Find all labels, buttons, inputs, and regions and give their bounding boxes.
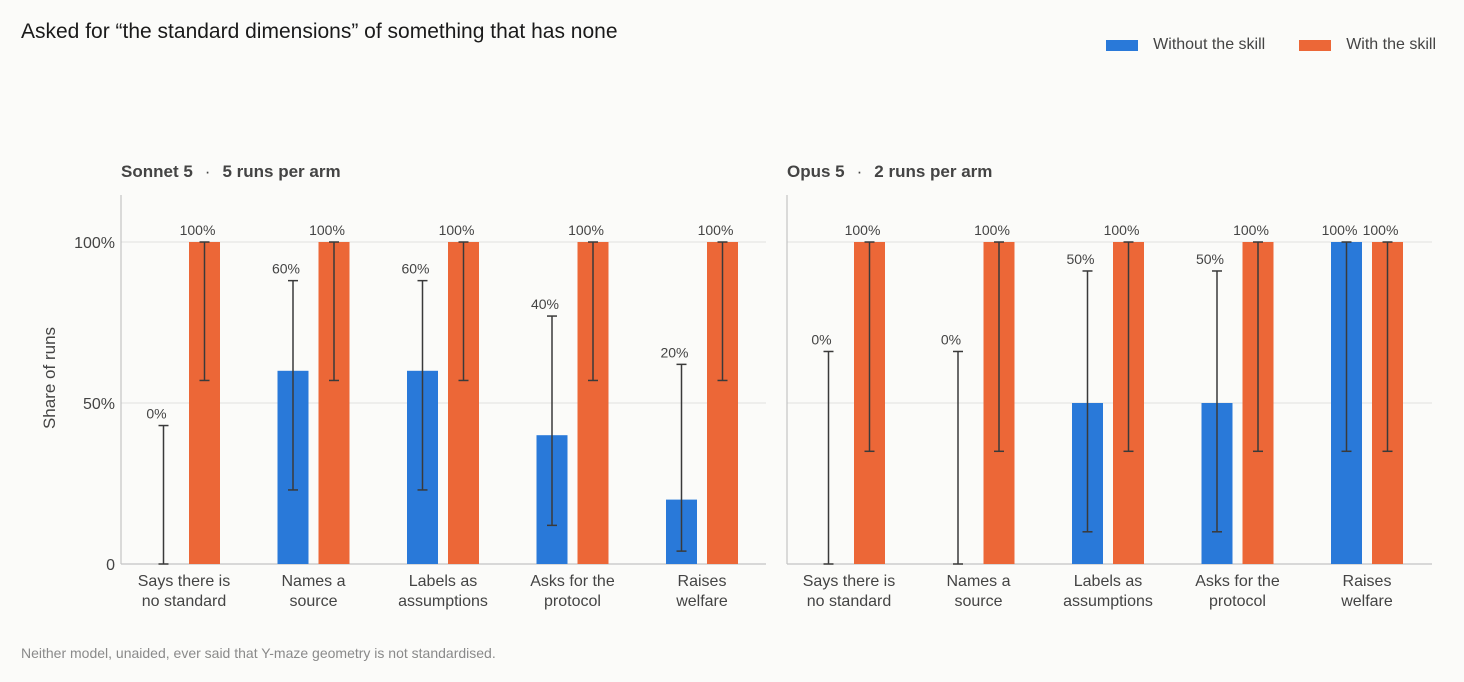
panel-runs-opus: 2 runs per arm — [874, 162, 993, 181]
x-tick-label: Names a — [946, 573, 1010, 590]
data-label: 100% — [439, 222, 475, 238]
legend-item-without: Without the skill — [1106, 36, 1265, 54]
x-tick-label: no standard — [142, 593, 227, 610]
data-label: 0% — [811, 331, 831, 347]
data-label: 0% — [941, 331, 961, 347]
x-tick-label: protocol — [1209, 593, 1266, 610]
x-tick-label: Raises — [1343, 573, 1392, 590]
legend-label-with: With the skill — [1346, 36, 1436, 53]
data-label: 40% — [531, 296, 559, 312]
data-label: 100% — [1233, 222, 1269, 238]
data-label: 50% — [1196, 251, 1224, 267]
x-tick-label: assumptions — [398, 593, 488, 610]
data-label: 100% — [1363, 222, 1399, 238]
x-tick-label: no standard — [807, 593, 892, 610]
data-label: 100% — [698, 222, 734, 238]
x-tick-label: source — [289, 593, 337, 610]
data-label: 20% — [660, 344, 688, 360]
data-label: 100% — [309, 222, 345, 238]
x-tick-label: Says there is — [803, 573, 895, 590]
x-tick-label: welfare — [1340, 593, 1393, 610]
footnote: Neither model, unaided, ever said that Y… — [21, 645, 496, 661]
data-label: 100% — [568, 222, 604, 238]
data-label: 100% — [845, 222, 881, 238]
x-tick-label: Asks for the — [530, 573, 615, 590]
chart-title: Asked for “the standard dimensions” of s… — [21, 20, 618, 43]
panel-runs-sonnet: 5 runs per arm — [222, 162, 341, 181]
data-label: 60% — [401, 261, 429, 277]
y-tick-label-50: 50% — [83, 396, 115, 413]
y-tick-label-0: 0 — [106, 557, 115, 574]
data-label: 0% — [146, 406, 166, 422]
x-tick-label: assumptions — [1063, 593, 1153, 610]
legend-label-without: Without the skill — [1153, 36, 1266, 53]
data-label: 100% — [1322, 222, 1358, 238]
legend-swatch-without — [1106, 39, 1139, 51]
x-tick-label: Asks for the — [1195, 573, 1280, 590]
data-label: 100% — [974, 222, 1010, 238]
x-tick-label: Raises — [678, 573, 727, 590]
legend-item-with: With the skill — [1299, 36, 1436, 54]
x-tick-label: Says there is — [138, 573, 230, 590]
data-label: 60% — [272, 261, 300, 277]
x-tick-label: source — [954, 593, 1002, 610]
panel-model-sonnet: Sonnet 5 — [121, 162, 193, 181]
x-tick-label: Labels as — [409, 573, 478, 590]
panel-title-opus: Opus 5 · 2 runs per arm — [787, 162, 993, 181]
x-tick-label: protocol — [544, 593, 601, 610]
y-tick-label-100: 100% — [74, 235, 115, 252]
panel-title-sonnet: Sonnet 5 · 5 runs per arm — [121, 162, 341, 181]
legend-swatch-with — [1299, 39, 1332, 51]
data-label: 100% — [1104, 222, 1140, 238]
legend: Without the skill With the skill — [1106, 36, 1436, 54]
x-tick-label: welfare — [675, 593, 728, 610]
data-label: 100% — [180, 222, 216, 238]
panel-model-opus: Opus 5 — [787, 162, 845, 181]
x-tick-label: Names a — [281, 573, 345, 590]
data-label: 50% — [1066, 251, 1094, 267]
x-tick-label: Labels as — [1074, 573, 1143, 590]
